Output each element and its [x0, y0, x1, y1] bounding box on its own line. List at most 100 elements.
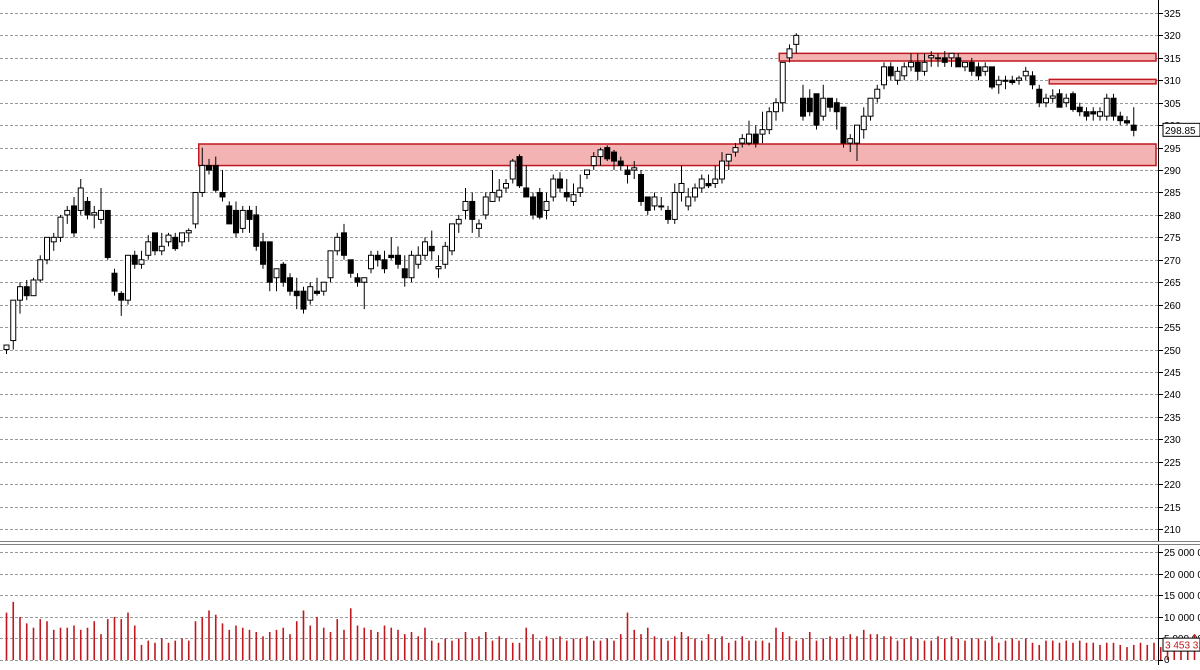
candle-body — [220, 192, 225, 196]
price-zone — [199, 144, 1156, 166]
candle — [531, 192, 536, 219]
candle-body — [1017, 78, 1022, 80]
candle-body — [294, 291, 299, 295]
volume-tick-label: 25 000 000 — [1164, 548, 1200, 559]
candle-body — [281, 264, 286, 282]
candle — [483, 192, 488, 219]
candle-body — [1030, 76, 1035, 85]
candle-body — [591, 157, 596, 166]
price-tick-label: 250 — [1164, 346, 1181, 357]
candle — [409, 251, 414, 282]
candle-body — [382, 260, 387, 269]
candle-body — [166, 235, 171, 242]
candle-body — [679, 183, 684, 192]
candle — [841, 107, 846, 147]
candle-body — [490, 192, 495, 201]
candle-body — [598, 150, 603, 157]
candle-body — [1111, 98, 1116, 116]
candle — [605, 145, 610, 161]
candle-body — [645, 197, 650, 210]
volume-tick-label: 15 000 000 — [1164, 591, 1200, 602]
candle — [1071, 92, 1076, 112]
candle-body — [1118, 116, 1123, 120]
candle-body — [1084, 112, 1089, 116]
candle-body — [747, 134, 752, 143]
candle-body — [666, 210, 671, 219]
candle-body — [31, 280, 36, 296]
price-tick-label: 310 — [1164, 76, 1181, 87]
candle-body — [895, 71, 900, 80]
candle-body — [261, 242, 266, 264]
last-volume-label: 3 453 329 — [1165, 641, 1200, 652]
price-tick-label: 305 — [1164, 99, 1181, 110]
candle-body — [470, 201, 475, 219]
price-tick-label: 245 — [1164, 368, 1181, 379]
candle-body — [240, 210, 245, 228]
candle-body — [942, 58, 947, 62]
candle — [126, 255, 131, 304]
price-tick-label: 255 — [1164, 323, 1181, 334]
candle-body — [92, 213, 97, 215]
price-tick-label: 290 — [1164, 166, 1181, 177]
candle-body — [801, 98, 806, 116]
candle-body — [936, 58, 941, 59]
candle-body — [625, 170, 630, 174]
candle-body — [814, 94, 819, 125]
last-volume-marker: 3 453 329 — [1163, 638, 1200, 652]
last-price-marker: 298.85 — [1163, 123, 1200, 137]
candle-body — [774, 103, 779, 112]
candle-body — [18, 287, 23, 300]
candle — [767, 107, 772, 134]
candle-body — [686, 197, 691, 206]
candle-body — [855, 125, 860, 143]
candle-body — [585, 170, 590, 174]
candle-body — [875, 89, 880, 98]
candle-body — [531, 197, 536, 215]
candle-body — [882, 67, 887, 85]
candle — [814, 94, 819, 130]
price-tick-label: 235 — [1164, 413, 1181, 424]
candle-body — [132, 255, 137, 264]
candle-body — [963, 62, 968, 66]
price-tick-label: 295 — [1164, 144, 1181, 155]
candle-body — [699, 179, 704, 188]
candle-body — [909, 62, 914, 66]
candle-body — [45, 237, 50, 259]
candle-body — [436, 267, 441, 269]
candle-body — [780, 62, 785, 102]
candle-body — [787, 49, 792, 58]
price-tick-label: 285 — [1164, 188, 1181, 199]
candle-body — [483, 197, 488, 215]
price-tick-label: 210 — [1164, 525, 1181, 536]
candle-body — [922, 62, 927, 71]
price-tick-label: 275 — [1164, 233, 1181, 244]
candle-body — [450, 224, 455, 251]
candle-body — [443, 246, 448, 264]
candle-body — [315, 291, 320, 293]
candle-body — [1098, 112, 1103, 116]
candle-body — [753, 134, 758, 143]
candle-body — [605, 148, 610, 159]
candle-body — [551, 179, 556, 197]
candle-body — [396, 255, 401, 264]
candle-body — [990, 67, 995, 87]
candle-body — [247, 210, 252, 219]
candle-body — [504, 183, 509, 187]
candle-body — [996, 80, 1001, 84]
candle-body — [463, 201, 468, 210]
candle-body — [733, 148, 738, 152]
candle — [639, 170, 644, 206]
candle-body — [288, 278, 293, 291]
candle-body — [58, 217, 63, 237]
price-tick-label: 215 — [1164, 503, 1181, 514]
candle-body — [888, 67, 893, 76]
candle-body — [1023, 71, 1028, 75]
candle-body — [618, 161, 623, 165]
volume-tick-label: 20 000 000 — [1164, 570, 1200, 581]
candle-body — [713, 179, 718, 183]
candle-body — [1071, 94, 1076, 110]
candle-body — [375, 255, 380, 259]
price-tick-label: 270 — [1164, 256, 1181, 267]
